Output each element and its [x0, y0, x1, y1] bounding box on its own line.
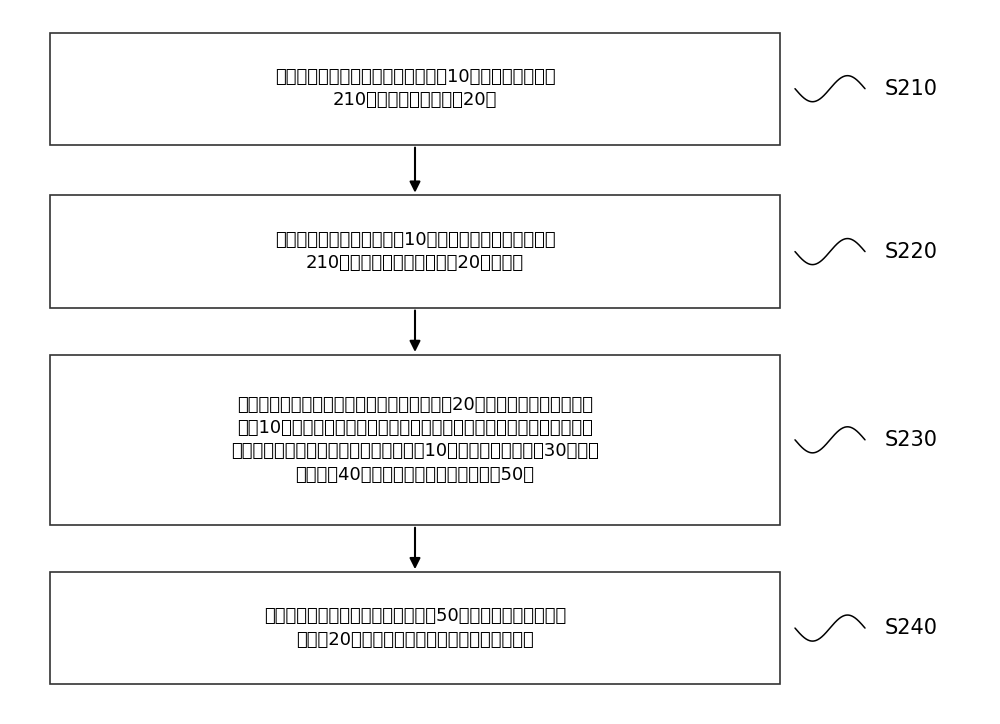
Text: S210: S210 [885, 79, 938, 98]
FancyBboxPatch shape [50, 572, 780, 684]
FancyBboxPatch shape [50, 195, 780, 308]
Text: 210）的所述集流体金属片（20）的一端: 210）的所述集流体金属片（20）的一端 [306, 254, 524, 272]
Text: 提供清洗晾干的亲锂参比电极基底（10）与粘有极耳胶（: 提供清洗晾干的亲锂参比电极基底（10）与粘有极耳胶（ [275, 68, 555, 86]
Text: 提供第二电解液，将远离所述集流体金属片（20）的所述亲锂参比电极基: 提供第二电解液，将远离所述集流体金属片（20）的所述亲锂参比电极基 [237, 396, 593, 414]
Text: 将形成有所述固体电解质界面膜层（50）的所述亲锂参比电极: 将形成有所述固体电解质界面膜层（50）的所述亲锂参比电极 [264, 607, 566, 626]
Text: 金属层（40）以及固体电解质界面膜层（50）: 金属层（40）以及固体电解质界面膜层（50） [296, 466, 534, 484]
Text: 底（10）的一端作为阴极、金属锂作为阳极放置于所述第二电解液中进行: 底（10）的一端作为阴极、金属锂作为阳极放置于所述第二电解液中进行 [237, 419, 593, 437]
Text: 基底（20）进行干燥，形成锂离子电池参比电极: 基底（20）进行干燥，形成锂离子电池参比电极 [296, 631, 534, 649]
Text: S230: S230 [885, 430, 938, 450]
Text: S240: S240 [885, 618, 938, 638]
Text: S220: S220 [885, 242, 938, 261]
Text: 210）的集流体金属片（20）: 210）的集流体金属片（20） [333, 91, 497, 109]
FancyBboxPatch shape [50, 355, 780, 525]
Text: 多阶段电镀，在所述亲锂参比电极基底（10）依次形成合金层（30）、锂: 多阶段电镀，在所述亲锂参比电极基底（10）依次形成合金层（30）、锂 [231, 442, 599, 460]
Text: 将所述亲锂参比电极基底（10）焊接于远离所述极耳胶（: 将所述亲锂参比电极基底（10）焊接于远离所述极耳胶（ [275, 231, 555, 249]
FancyBboxPatch shape [50, 33, 780, 145]
